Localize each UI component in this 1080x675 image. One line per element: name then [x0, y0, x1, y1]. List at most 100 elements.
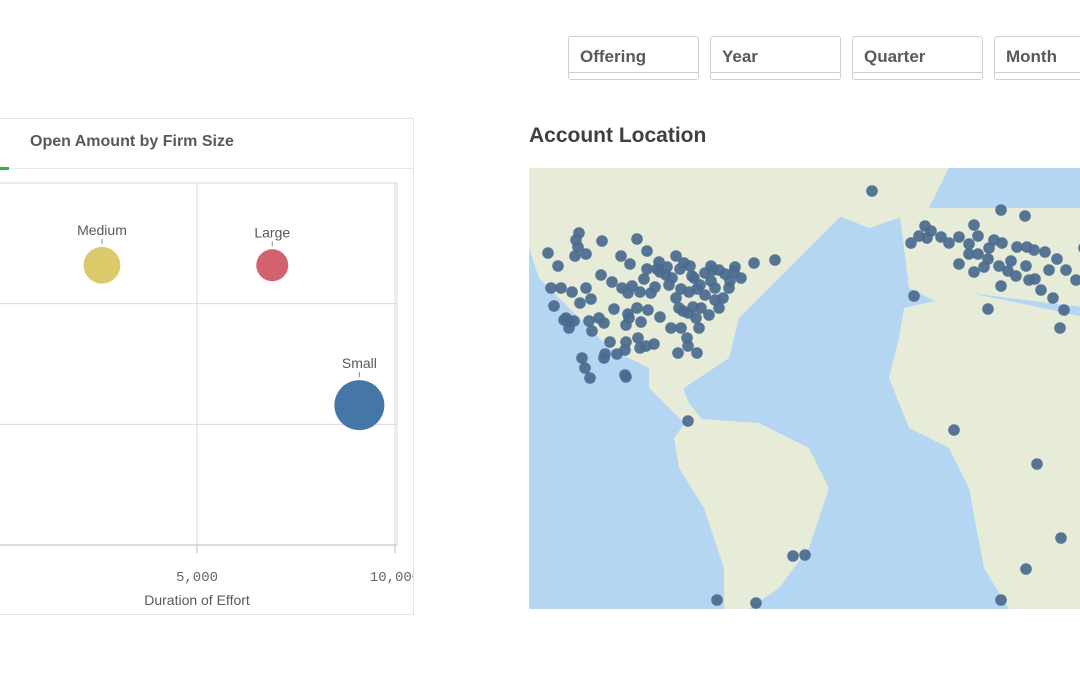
account-location-marker[interactable]	[703, 309, 715, 321]
account-location-marker[interactable]	[769, 254, 781, 266]
account-location-marker[interactable]	[711, 594, 723, 606]
account-location-marker[interactable]	[641, 245, 653, 257]
account-location-marker[interactable]	[682, 415, 694, 427]
account-location-marker[interactable]	[1043, 264, 1055, 276]
account-location-marker[interactable]	[598, 317, 610, 329]
account-location-marker[interactable]	[542, 247, 554, 259]
data-point-small[interactable]	[334, 380, 385, 431]
account-location-marker[interactable]	[1035, 284, 1047, 296]
account-location-marker[interactable]	[1019, 210, 1031, 222]
account-location-marker[interactable]	[623, 312, 635, 324]
account-location-marker[interactable]	[583, 315, 595, 327]
account-location-marker[interactable]	[552, 260, 564, 272]
account-location-marker[interactable]	[608, 303, 620, 315]
account-location-marker[interactable]	[717, 292, 729, 304]
world-map[interactable]	[529, 168, 1080, 609]
account-location-marker[interactable]	[598, 352, 610, 364]
account-location-marker[interactable]	[654, 311, 666, 323]
account-location-marker[interactable]	[572, 241, 584, 253]
account-location-marker[interactable]	[690, 312, 702, 324]
account-location-marker[interactable]	[995, 594, 1007, 606]
account-location-marker[interactable]	[963, 248, 975, 260]
account-location-marker[interactable]	[953, 231, 965, 243]
account-location-marker[interactable]	[699, 289, 711, 301]
account-location-marker[interactable]	[648, 338, 660, 350]
account-location-marker[interactable]	[683, 286, 695, 298]
account-location-marker[interactable]	[953, 258, 965, 270]
account-location-marker[interactable]	[1054, 322, 1066, 334]
year-filter[interactable]: Year	[710, 36, 841, 80]
account-location-marker[interactable]	[631, 233, 643, 245]
account-location-marker[interactable]	[573, 227, 585, 239]
account-location-marker[interactable]	[682, 340, 694, 352]
quarter-filter[interactable]: Quarter	[852, 36, 983, 80]
account-location-marker[interactable]	[584, 372, 596, 384]
account-location-marker[interactable]	[611, 348, 623, 360]
account-location-marker[interactable]	[693, 322, 705, 334]
account-location-marker[interactable]	[596, 235, 608, 247]
account-location-marker[interactable]	[555, 282, 567, 294]
account-location-marker[interactable]	[972, 248, 984, 260]
account-location-marker[interactable]	[642, 304, 654, 316]
account-location-marker[interactable]	[574, 297, 586, 309]
account-location-marker[interactable]	[1011, 241, 1023, 253]
account-location-marker[interactable]	[632, 332, 644, 344]
account-location-marker[interactable]	[616, 282, 628, 294]
account-location-marker[interactable]	[948, 424, 960, 436]
account-location-marker[interactable]	[1058, 304, 1070, 316]
account-location-marker[interactable]	[968, 266, 980, 278]
account-location-marker[interactable]	[799, 549, 811, 561]
account-location-marker[interactable]	[1028, 244, 1040, 256]
account-location-marker[interactable]	[604, 336, 616, 348]
account-location-marker[interactable]	[748, 257, 760, 269]
account-location-marker[interactable]	[1031, 458, 1043, 470]
account-location-marker[interactable]	[750, 597, 762, 609]
account-location-marker[interactable]	[585, 293, 597, 305]
account-location-marker[interactable]	[595, 269, 607, 281]
account-location-marker[interactable]	[1070, 274, 1080, 286]
account-location-marker[interactable]	[709, 282, 721, 294]
account-location-marker[interactable]	[576, 352, 588, 364]
account-location-marker[interactable]	[675, 322, 687, 334]
account-location-marker[interactable]	[995, 280, 1007, 292]
account-location-marker[interactable]	[568, 315, 580, 327]
account-location-marker[interactable]	[688, 272, 700, 284]
account-location-marker[interactable]	[1039, 246, 1051, 258]
account-location-marker[interactable]	[787, 550, 799, 562]
account-location-marker[interactable]	[905, 237, 917, 249]
account-location-marker[interactable]	[1047, 292, 1059, 304]
account-location-marker[interactable]	[586, 325, 598, 337]
account-location-marker[interactable]	[684, 260, 696, 272]
account-location-marker[interactable]	[670, 250, 682, 262]
account-location-marker[interactable]	[665, 322, 677, 334]
account-location-marker[interactable]	[695, 302, 707, 314]
data-point-large[interactable]	[256, 249, 289, 282]
account-location-marker[interactable]	[982, 303, 994, 315]
account-location-marker[interactable]	[866, 185, 878, 197]
account-location-marker[interactable]	[1051, 253, 1063, 265]
account-location-marker[interactable]	[1010, 270, 1022, 282]
chart-points[interactable]: Medium Large Small	[77, 222, 385, 431]
account-location-marker[interactable]	[1060, 264, 1072, 276]
account-location-marker[interactable]	[691, 347, 703, 359]
account-location-marker[interactable]	[723, 282, 735, 294]
account-location-marker[interactable]	[670, 292, 682, 304]
account-location-marker[interactable]	[993, 260, 1005, 272]
account-location-marker[interactable]	[935, 231, 947, 243]
account-location-marker[interactable]	[982, 253, 994, 265]
account-location-marker[interactable]	[566, 286, 578, 298]
account-location-marker[interactable]	[634, 286, 646, 298]
account-location-marker[interactable]	[943, 237, 955, 249]
data-point-medium[interactable]	[83, 246, 121, 284]
account-location-marker[interactable]	[1023, 274, 1035, 286]
account-location-marker[interactable]	[1005, 255, 1017, 267]
account-location-marker[interactable]	[641, 263, 653, 275]
scatter-chart-panel[interactable]: Open Amount by Firm Size Medium Large Smal…	[0, 118, 414, 615]
account-location-marker[interactable]	[1020, 260, 1032, 272]
account-location-marker[interactable]	[713, 264, 725, 276]
account-location-marker[interactable]	[666, 272, 678, 284]
map-markers[interactable]	[542, 185, 1080, 609]
account-location-map[interactable]	[529, 168, 1080, 609]
account-location-marker[interactable]	[545, 282, 557, 294]
account-location-marker[interactable]	[645, 287, 657, 299]
